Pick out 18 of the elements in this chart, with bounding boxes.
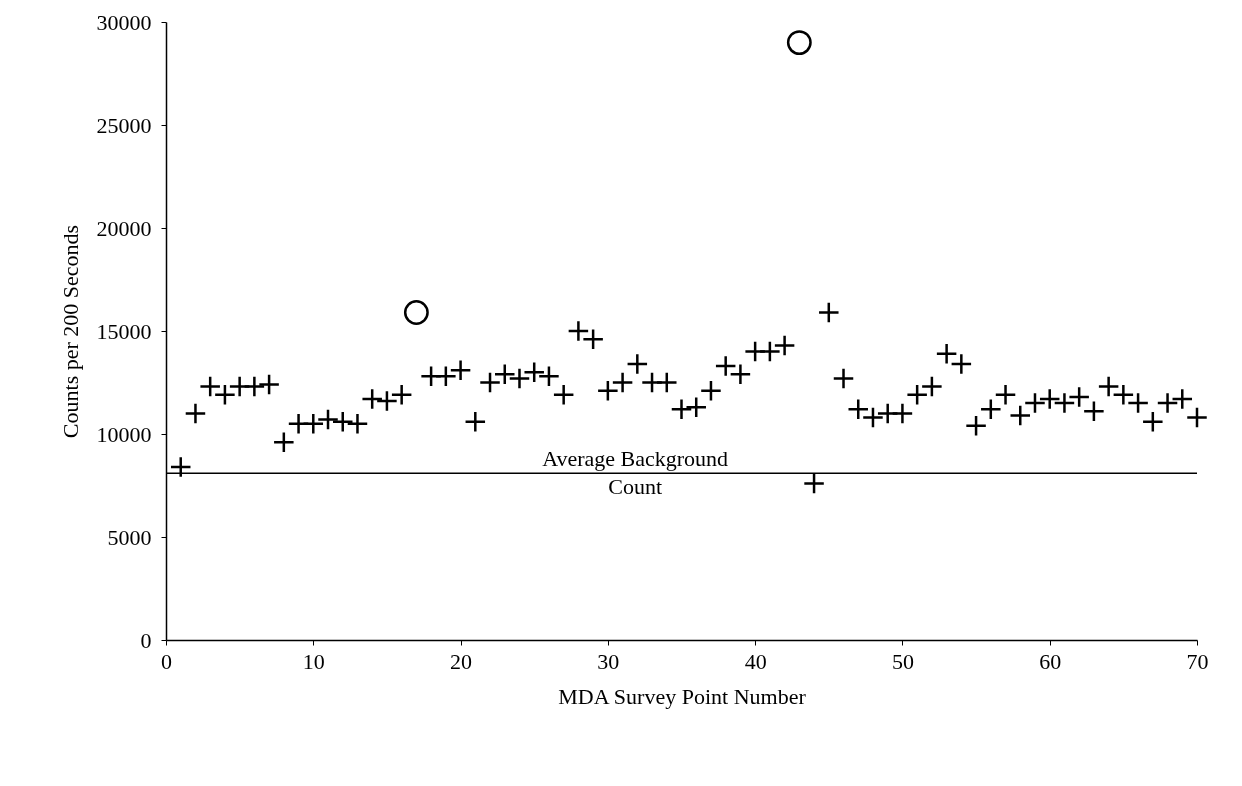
x-axis-title: MDA Survey Point Number: [558, 683, 807, 709]
x-tick-label: 0: [161, 648, 172, 674]
y-axis-title: Counts per 200 Seconds: [57, 224, 83, 439]
x-tick-label: 20: [450, 648, 473, 674]
y-tick-label: 15000: [96, 318, 152, 344]
y-tick-label: 20000: [96, 215, 152, 241]
x-tick-label: 60: [1039, 648, 1062, 674]
y-tick-label: 5000: [107, 524, 152, 550]
x-tick-label: 50: [891, 648, 914, 674]
y-tick-label: 10000: [96, 421, 152, 447]
y-tick-label: 30000: [96, 9, 152, 35]
ref-line-label: Average Background Count: [542, 446, 729, 500]
y-tick-label: 25000: [96, 112, 152, 138]
y-tick-label: 0: [140, 627, 152, 653]
x-tick-label: 10: [302, 648, 325, 674]
x-tick-label: 70: [1186, 648, 1209, 674]
x-tick-label: 30: [597, 648, 620, 674]
x-tick-label: 40: [744, 648, 767, 674]
